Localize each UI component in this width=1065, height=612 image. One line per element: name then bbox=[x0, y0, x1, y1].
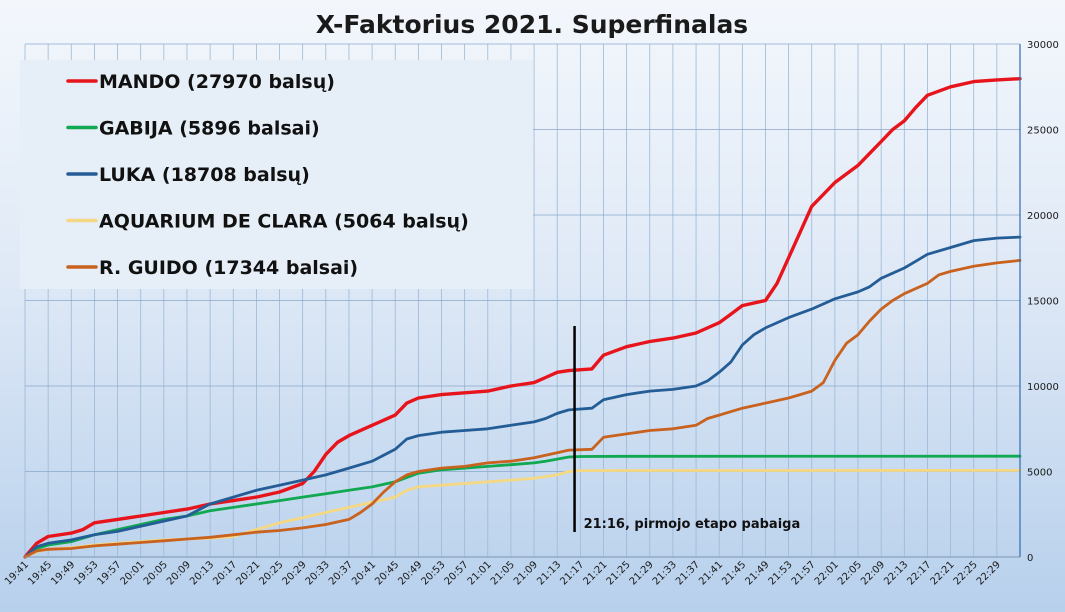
x-tick-label: 22:05 bbox=[836, 559, 864, 587]
x-tick-label: 21:33 bbox=[651, 559, 679, 587]
x-tick-label: 21:49 bbox=[743, 559, 771, 587]
x-tick-label: 19:45 bbox=[26, 559, 54, 587]
x-tick-label: 21:45 bbox=[720, 559, 748, 587]
x-tick-label: 19:57 bbox=[96, 559, 124, 587]
x-tick-label: 22:29 bbox=[975, 559, 1003, 587]
x-tick-label: 20:33 bbox=[304, 559, 332, 587]
x-tick-label: 20:29 bbox=[281, 559, 309, 587]
x-tick-label: 21:17 bbox=[558, 559, 586, 587]
x-tick-label: 21:41 bbox=[697, 559, 725, 587]
x-tick-label: 20:09 bbox=[165, 559, 193, 587]
legend-label: GABIJA (5896 balsai) bbox=[99, 118, 320, 140]
x-tick-label: 20:57 bbox=[443, 559, 471, 587]
legend-label: R. GUIDO (17344 balsai) bbox=[99, 257, 358, 279]
x-tick-label: 21:53 bbox=[767, 559, 795, 587]
x-tick-label: 21:01 bbox=[466, 559, 494, 587]
legend-label: AQUARIUM DE CLARA (5064 balsų) bbox=[99, 211, 469, 233]
legend-label: MANDO (27970 balsų) bbox=[99, 71, 335, 93]
series-line-2 bbox=[23, 235, 1022, 559]
legend-label: LUKA (18708 balsų) bbox=[99, 164, 310, 186]
series-line-0 bbox=[23, 77, 1022, 559]
y-tick-label: 5000 bbox=[1027, 468, 1052, 479]
y-tick-label: 0 bbox=[1027, 553, 1033, 564]
x-tick-label: 22:09 bbox=[859, 559, 887, 587]
x-tick-label: 21:09 bbox=[512, 559, 540, 587]
x-tick-label: 19:49 bbox=[49, 559, 77, 587]
chart-title: X-Faktorius 2021. Superfinalas bbox=[316, 10, 748, 39]
y-tick-label: 25000 bbox=[1027, 126, 1059, 137]
x-tick-label: 21:37 bbox=[674, 559, 702, 587]
series-line-3 bbox=[23, 469, 1022, 559]
y-tick-label: 20000 bbox=[1027, 211, 1059, 222]
x-tick-label: 21:25 bbox=[605, 559, 633, 587]
annotation: 21:16, pirmojo etapo pabaiga bbox=[573, 326, 801, 532]
y-tick-label: 15000 bbox=[1027, 297, 1059, 308]
x-tick-label: 19:41 bbox=[3, 559, 31, 587]
x-tick-label: 22:25 bbox=[952, 559, 980, 587]
x-tick-label: 22:01 bbox=[813, 559, 841, 587]
x-tick-label: 20:01 bbox=[119, 559, 147, 587]
x-tick-label: 22:17 bbox=[905, 559, 933, 587]
series-lines bbox=[23, 77, 1022, 559]
series-line-4 bbox=[23, 259, 1022, 559]
x-tick-label: 20:05 bbox=[142, 559, 170, 587]
x-tick-label: 20:49 bbox=[396, 559, 424, 587]
x-tick-label: 19:53 bbox=[72, 559, 100, 587]
x-tick-label: 20:53 bbox=[419, 559, 447, 587]
x-tick-label: 20:21 bbox=[234, 559, 262, 587]
x-tick-label: 21:05 bbox=[489, 559, 517, 587]
x-tick-label: 20:17 bbox=[211, 559, 239, 587]
x-tick-label: 21:21 bbox=[581, 559, 609, 587]
x-tick-label: 22:13 bbox=[882, 559, 910, 587]
x-tick-label: 21:29 bbox=[628, 559, 656, 587]
annotation-label: 21:16, pirmojo etapo pabaiga bbox=[584, 517, 801, 532]
x-tick-label: 20:25 bbox=[257, 559, 285, 587]
x-tick-label: 20:41 bbox=[350, 559, 378, 587]
x-tick-label: 20:37 bbox=[327, 559, 355, 587]
x-tick-label: 22:21 bbox=[929, 559, 957, 587]
y-tick-label: 10000 bbox=[1027, 382, 1059, 393]
x-tick-label: 21:13 bbox=[535, 559, 563, 587]
y-tick-label: 30000 bbox=[1027, 40, 1059, 51]
x-tick-label: 20:13 bbox=[188, 559, 216, 587]
legend-box bbox=[20, 60, 533, 289]
x-tick-label: 21:57 bbox=[790, 559, 818, 587]
legend: MANDO (27970 balsų) GABIJA (5896 balsai) L… bbox=[20, 60, 533, 289]
x-tick-label: 20:45 bbox=[373, 559, 401, 587]
